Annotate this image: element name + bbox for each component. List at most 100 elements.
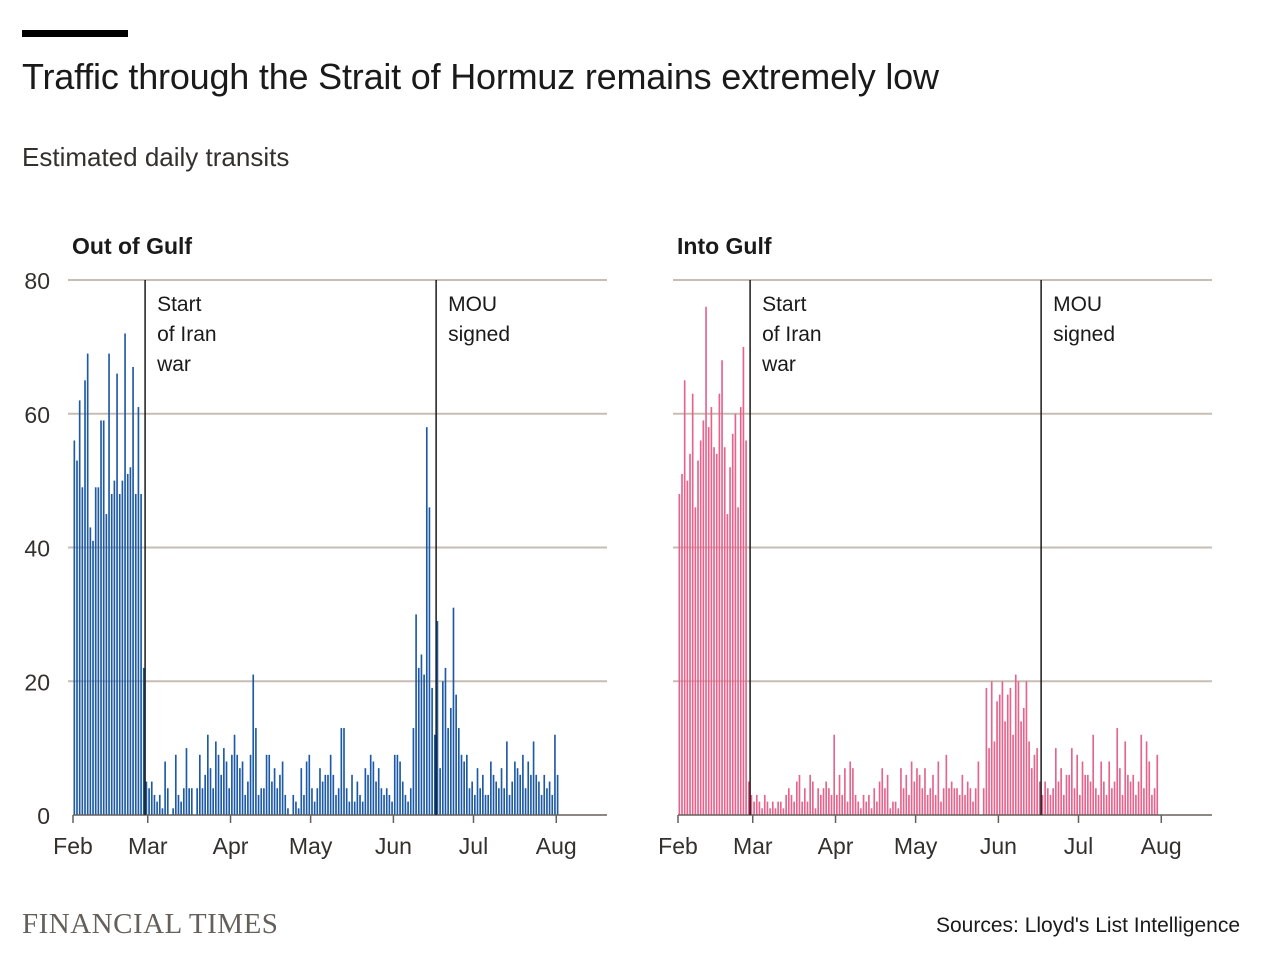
bar xyxy=(369,754,372,815)
bar xyxy=(527,761,530,815)
bar xyxy=(1020,721,1022,815)
bar xyxy=(964,794,966,815)
bar xyxy=(1022,708,1025,815)
bar xyxy=(707,427,710,815)
bar xyxy=(474,794,476,815)
bar xyxy=(180,801,182,815)
bar xyxy=(535,774,538,815)
bar xyxy=(89,527,92,815)
bar xyxy=(812,781,814,815)
bar xyxy=(1054,748,1057,815)
bar xyxy=(292,794,295,815)
bar xyxy=(836,794,838,815)
bar xyxy=(415,614,417,815)
bar xyxy=(785,794,787,815)
bar xyxy=(94,487,97,815)
bar xyxy=(556,774,559,815)
annotation-label: Start xyxy=(157,293,202,316)
annotation-label: MOU xyxy=(1053,293,1102,316)
header-accent-bar xyxy=(22,30,128,37)
bar xyxy=(889,808,892,815)
bar xyxy=(937,761,940,815)
bar xyxy=(177,794,180,815)
bar xyxy=(924,768,926,815)
annotation-label: war xyxy=(156,353,191,376)
bar xyxy=(961,774,964,815)
bar xyxy=(388,794,391,815)
bar xyxy=(380,788,383,815)
bar xyxy=(1070,748,1073,815)
bar xyxy=(457,728,460,815)
bar xyxy=(745,440,747,815)
bar xyxy=(940,801,942,815)
bar xyxy=(1079,794,1081,815)
bar xyxy=(345,788,348,815)
bar xyxy=(790,794,793,815)
bar xyxy=(148,788,150,815)
bar xyxy=(795,781,798,815)
bar xyxy=(172,808,174,815)
bar xyxy=(1076,754,1078,815)
bar xyxy=(854,794,857,815)
bar xyxy=(303,794,305,815)
bar xyxy=(260,788,263,815)
bar xyxy=(868,794,870,815)
bar xyxy=(1140,734,1143,815)
bar xyxy=(828,788,830,815)
bar xyxy=(844,768,846,815)
bar xyxy=(327,774,329,815)
x-tick-label: Apr xyxy=(213,833,249,859)
x-tick-label: Feb xyxy=(658,833,698,859)
bar xyxy=(198,754,201,815)
bar xyxy=(763,794,766,815)
bar xyxy=(1151,794,1153,815)
bar xyxy=(444,667,447,815)
bar xyxy=(156,801,158,815)
bar xyxy=(308,754,311,815)
bar xyxy=(276,788,279,815)
bar xyxy=(538,781,540,815)
bar xyxy=(431,687,433,815)
bar xyxy=(1087,774,1089,815)
bar xyxy=(1044,781,1046,815)
bar xyxy=(926,794,929,815)
bar xyxy=(476,768,479,815)
bar xyxy=(377,768,380,815)
y-tick-label: 40 xyxy=(24,536,50,562)
panel-title: Into Gulf xyxy=(677,233,772,259)
x-tick-label: Apr xyxy=(818,833,854,859)
bar xyxy=(1148,761,1151,815)
bar xyxy=(910,761,913,815)
bar xyxy=(433,734,436,815)
bar xyxy=(1132,774,1135,815)
bar xyxy=(209,768,212,815)
bar xyxy=(490,761,492,815)
bar xyxy=(185,748,188,815)
bar xyxy=(554,734,556,815)
bar xyxy=(158,794,161,815)
bar xyxy=(1129,781,1132,815)
bar xyxy=(1012,734,1014,815)
bar xyxy=(212,788,215,815)
x-tick-label: Jul xyxy=(1064,833,1093,859)
bar xyxy=(516,768,519,815)
bar xyxy=(1049,794,1052,815)
bar xyxy=(905,774,908,815)
bar xyxy=(356,781,359,815)
bar xyxy=(281,761,284,815)
bar xyxy=(372,761,375,815)
bar xyxy=(284,794,287,815)
bar xyxy=(441,681,444,815)
bar xyxy=(1062,794,1065,815)
bar xyxy=(241,761,244,815)
bar xyxy=(686,480,689,815)
bar xyxy=(412,728,415,815)
bar xyxy=(1017,681,1020,815)
bar xyxy=(343,728,345,815)
bar xyxy=(814,808,817,815)
bar xyxy=(361,801,364,815)
bar xyxy=(1009,687,1012,815)
bar xyxy=(351,774,353,815)
bar xyxy=(966,781,969,815)
bar xyxy=(1145,741,1148,815)
